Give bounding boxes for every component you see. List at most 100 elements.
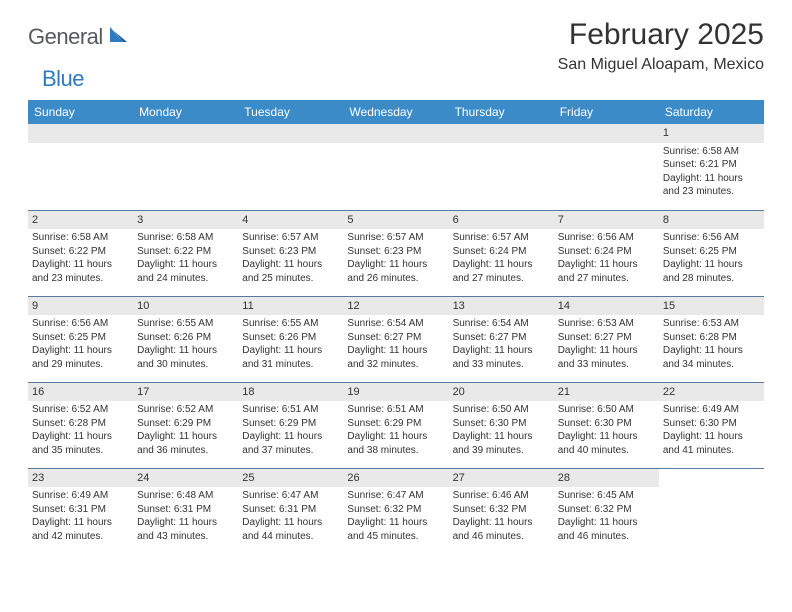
sunrise-text: Sunrise: 6:49 AM xyxy=(663,403,760,417)
calendar-cell xyxy=(343,124,448,210)
calendar-table: Sunday Monday Tuesday Wednesday Thursday… xyxy=(28,100,764,554)
col-sunday: Sunday xyxy=(28,100,133,124)
sunset-text: Sunset: 6:22 PM xyxy=(32,245,129,259)
daylight-text: Daylight: 11 hours and 37 minutes. xyxy=(242,430,339,457)
daylight-text: Daylight: 11 hours and 42 minutes. xyxy=(32,516,129,543)
calendar-cell: 5Sunrise: 6:57 AMSunset: 6:23 PMDaylight… xyxy=(343,210,448,296)
sunset-text: Sunset: 6:29 PM xyxy=(137,417,234,431)
sunset-text: Sunset: 6:23 PM xyxy=(347,245,444,259)
col-monday: Monday xyxy=(133,100,238,124)
sunset-text: Sunset: 6:25 PM xyxy=(32,331,129,345)
calendar-cell: 28Sunrise: 6:45 AMSunset: 6:32 PMDayligh… xyxy=(554,468,659,554)
sunset-text: Sunset: 6:31 PM xyxy=(137,503,234,517)
sunrise-text: Sunrise: 6:55 AM xyxy=(137,317,234,331)
daylight-text: Daylight: 11 hours and 43 minutes. xyxy=(137,516,234,543)
sunrise-text: Sunrise: 6:50 AM xyxy=(453,403,550,417)
sunset-text: Sunset: 6:24 PM xyxy=(558,245,655,259)
sunrise-text: Sunrise: 6:52 AM xyxy=(137,403,234,417)
daylight-text: Daylight: 11 hours and 23 minutes. xyxy=(32,258,129,285)
calendar-cell: 17Sunrise: 6:52 AMSunset: 6:29 PMDayligh… xyxy=(133,382,238,468)
daylight-text: Daylight: 11 hours and 30 minutes. xyxy=(137,344,234,371)
sunrise-text: Sunrise: 6:58 AM xyxy=(137,231,234,245)
daylight-text: Daylight: 11 hours and 27 minutes. xyxy=(558,258,655,285)
sunrise-text: Sunrise: 6:45 AM xyxy=(558,489,655,503)
col-thursday: Thursday xyxy=(449,100,554,124)
daylight-text: Daylight: 11 hours and 40 minutes. xyxy=(558,430,655,457)
daylight-text: Daylight: 11 hours and 36 minutes. xyxy=(137,430,234,457)
calendar-week: 16Sunrise: 6:52 AMSunset: 6:28 PMDayligh… xyxy=(28,382,764,468)
sunset-text: Sunset: 6:31 PM xyxy=(32,503,129,517)
day-number: 4 xyxy=(238,211,343,230)
daynum-band-empty xyxy=(449,124,554,143)
daylight-text: Daylight: 11 hours and 27 minutes. xyxy=(453,258,550,285)
sunrise-text: Sunrise: 6:47 AM xyxy=(347,489,444,503)
calendar-cell xyxy=(659,468,764,554)
calendar-cell: 3Sunrise: 6:58 AMSunset: 6:22 PMDaylight… xyxy=(133,210,238,296)
sunrise-text: Sunrise: 6:56 AM xyxy=(663,231,760,245)
day-number: 2 xyxy=(28,211,133,230)
sunrise-text: Sunrise: 6:53 AM xyxy=(558,317,655,331)
day-number: 13 xyxy=(449,297,554,316)
daylight-text: Daylight: 11 hours and 46 minutes. xyxy=(558,516,655,543)
calendar-cell xyxy=(28,124,133,210)
calendar-cell: 12Sunrise: 6:54 AMSunset: 6:27 PMDayligh… xyxy=(343,296,448,382)
sunset-text: Sunset: 6:27 PM xyxy=(453,331,550,345)
daylight-text: Daylight: 11 hours and 25 minutes. xyxy=(242,258,339,285)
day-number: 15 xyxy=(659,297,764,316)
logo-sail-icon xyxy=(108,25,130,50)
sunset-text: Sunset: 6:30 PM xyxy=(453,417,550,431)
calendar-cell xyxy=(449,124,554,210)
calendar-cell: 13Sunrise: 6:54 AMSunset: 6:27 PMDayligh… xyxy=(449,296,554,382)
daylight-text: Daylight: 11 hours and 33 minutes. xyxy=(453,344,550,371)
col-saturday: Saturday xyxy=(659,100,764,124)
daylight-text: Daylight: 11 hours and 33 minutes. xyxy=(558,344,655,371)
sunrise-text: Sunrise: 6:52 AM xyxy=(32,403,129,417)
day-number: 20 xyxy=(449,383,554,402)
daylight-text: Daylight: 11 hours and 32 minutes. xyxy=(347,344,444,371)
calendar-cell: 20Sunrise: 6:50 AMSunset: 6:30 PMDayligh… xyxy=(449,382,554,468)
calendar-week: 9Sunrise: 6:56 AMSunset: 6:25 PMDaylight… xyxy=(28,296,764,382)
calendar-cell: 26Sunrise: 6:47 AMSunset: 6:32 PMDayligh… xyxy=(343,468,448,554)
day-number: 11 xyxy=(238,297,343,316)
calendar-cell: 8Sunrise: 6:56 AMSunset: 6:25 PMDaylight… xyxy=(659,210,764,296)
calendar-cell xyxy=(133,124,238,210)
daylight-text: Daylight: 11 hours and 39 minutes. xyxy=(453,430,550,457)
logo: General xyxy=(28,18,132,50)
day-number: 8 xyxy=(659,211,764,230)
daynum-band-empty xyxy=(343,124,448,143)
day-number: 24 xyxy=(133,469,238,488)
day-number: 19 xyxy=(343,383,448,402)
day-number: 22 xyxy=(659,383,764,402)
calendar-week: 23Sunrise: 6:49 AMSunset: 6:31 PMDayligh… xyxy=(28,468,764,554)
sunrise-text: Sunrise: 6:55 AM xyxy=(242,317,339,331)
calendar-cell: 10Sunrise: 6:55 AMSunset: 6:26 PMDayligh… xyxy=(133,296,238,382)
calendar-cell: 4Sunrise: 6:57 AMSunset: 6:23 PMDaylight… xyxy=(238,210,343,296)
day-number: 6 xyxy=(449,211,554,230)
daylight-text: Daylight: 11 hours and 28 minutes. xyxy=(663,258,760,285)
calendar-cell: 2Sunrise: 6:58 AMSunset: 6:22 PMDaylight… xyxy=(28,210,133,296)
daylight-text: Daylight: 11 hours and 23 minutes. xyxy=(663,172,760,199)
sunset-text: Sunset: 6:27 PM xyxy=(347,331,444,345)
col-wednesday: Wednesday xyxy=(343,100,448,124)
daylight-text: Daylight: 11 hours and 26 minutes. xyxy=(347,258,444,285)
title-block: February 2025 San Miguel Aloapam, Mexico xyxy=(558,18,764,74)
daylight-text: Daylight: 11 hours and 46 minutes. xyxy=(453,516,550,543)
sunrise-text: Sunrise: 6:51 AM xyxy=(347,403,444,417)
sunrise-text: Sunrise: 6:53 AM xyxy=(663,317,760,331)
day-number: 3 xyxy=(133,211,238,230)
sunrise-text: Sunrise: 6:56 AM xyxy=(558,231,655,245)
daylight-text: Daylight: 11 hours and 41 minutes. xyxy=(663,430,760,457)
calendar-cell xyxy=(554,124,659,210)
sunrise-text: Sunrise: 6:57 AM xyxy=(242,231,339,245)
day-number: 25 xyxy=(238,469,343,488)
sunrise-text: Sunrise: 6:50 AM xyxy=(558,403,655,417)
calendar-cell: 14Sunrise: 6:53 AMSunset: 6:27 PMDayligh… xyxy=(554,296,659,382)
sunrise-text: Sunrise: 6:58 AM xyxy=(663,145,760,159)
sunset-text: Sunset: 6:31 PM xyxy=(242,503,339,517)
day-number: 17 xyxy=(133,383,238,402)
sunrise-text: Sunrise: 6:58 AM xyxy=(32,231,129,245)
daylight-text: Daylight: 11 hours and 35 minutes. xyxy=(32,430,129,457)
daynum-band-empty xyxy=(554,124,659,143)
sunrise-text: Sunrise: 6:47 AM xyxy=(242,489,339,503)
daynum-band-empty xyxy=(28,124,133,143)
